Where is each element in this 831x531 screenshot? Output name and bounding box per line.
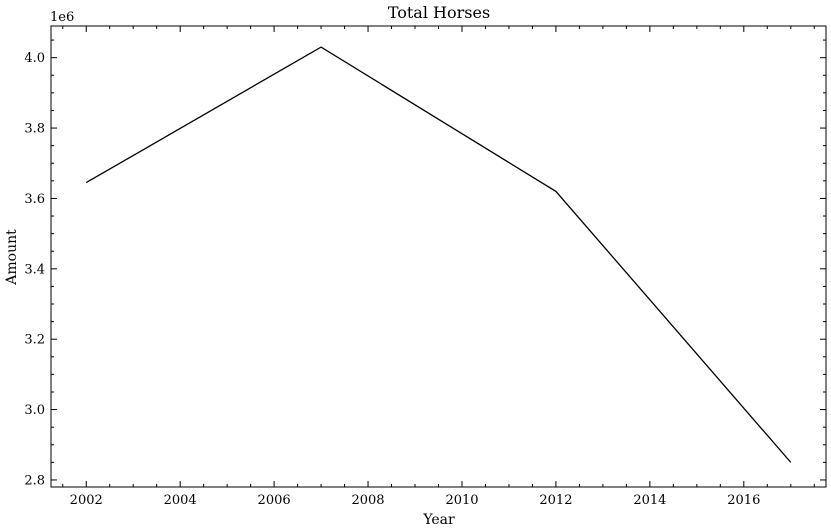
y-tick-label: 4.0	[24, 51, 45, 66]
y-tick-label: 3.6	[24, 192, 45, 207]
chart-title: Total Horses	[388, 3, 490, 22]
y-tick-label: 3.8	[24, 122, 45, 137]
y-tick-label: 2.8	[24, 473, 45, 488]
x-tick-label: 2008	[351, 493, 384, 508]
y-axis-offset-label: 1e6	[50, 10, 74, 25]
axis-ticks: 2002 2004 2006 2008 2010 2012 2014 2016 2.8 3.0 3.…	[24, 26, 826, 508]
x-tick-label: 2016	[727, 493, 760, 508]
y-tick-label: 3.0	[24, 403, 45, 418]
x-tick-label: 2014	[633, 493, 666, 508]
x-tick-label: 2002	[70, 493, 103, 508]
plot-frame	[50, 25, 827, 488]
y-axis-label: Amount	[4, 229, 20, 286]
x-tick-label: 2012	[539, 493, 572, 508]
series-line	[85, 46, 792, 463]
series-group	[85, 46, 792, 463]
x-tick-label: 2006	[258, 493, 291, 508]
x-axis-label: Year	[422, 512, 455, 528]
x-tick-label: 2004	[164, 493, 197, 508]
x-tick-label: 2010	[445, 493, 478, 508]
y-tick-label: 3.2	[24, 333, 45, 348]
y-tick-label: 3.4	[24, 262, 45, 277]
